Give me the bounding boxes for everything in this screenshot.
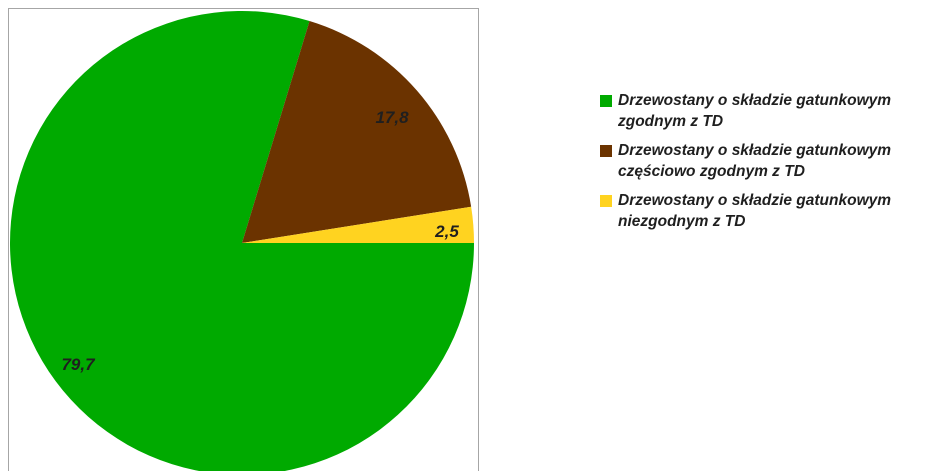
slice-zgodne [10,11,474,471]
legend-label-zgodne: Drzewostany o składzie gatunkowym zgodny… [618,92,892,130]
legend-item-niezgodne: Drzewostany o składzie gatunkowym niezgo… [600,190,950,232]
plot-area-border [8,8,479,471]
slice-czesciowo-zgodne [242,21,472,244]
legend: Drzewostany o składzie gatunkowym zgodny… [600,90,950,240]
legend-label-czesciowo-zgodne: Drzewostany o składzie gatunkowym części… [618,142,892,180]
legend-swatch-niezgodne [600,195,612,207]
pie-chart: 79,7 17,8 2,5 [8,8,479,471]
legend-swatch-zgodne [600,95,612,107]
data-label-zgodne: 79,7 [61,355,96,374]
pie-data-labels: 79,7 17,8 2,5 [61,108,459,374]
data-label-niezgodne: 2,5 [434,222,459,241]
legend-swatch-czesciowo-zgodne [600,145,612,157]
legend-label-niezgodne: Drzewostany o składzie gatunkowym niezgo… [618,192,892,230]
data-label-czesciowo-zgodne: 17,8 [375,108,409,127]
legend-item-zgodne: Drzewostany o składzie gatunkowym zgodny… [600,90,950,132]
legend-item-czesciowo-zgodne: Drzewostany o składzie gatunkowym części… [600,140,950,182]
slice-niezgodne [242,206,474,243]
pie-slices [10,11,474,471]
